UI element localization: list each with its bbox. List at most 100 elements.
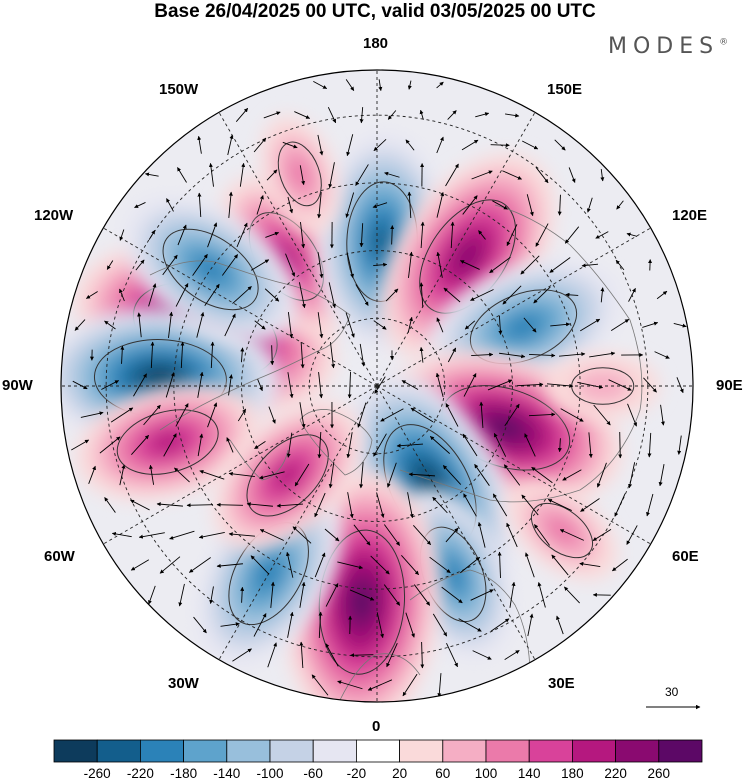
wind-vector-266 xyxy=(292,526,312,544)
wind-vector-322 xyxy=(527,613,534,637)
wind-vector-77 xyxy=(595,231,609,239)
wind-vector-256 xyxy=(547,499,572,511)
wind-vector-313 xyxy=(253,613,267,637)
wind-vector-81 xyxy=(162,254,178,276)
lon-label-30w: 30W xyxy=(168,675,199,692)
wind-vector-103 xyxy=(232,286,252,304)
wind-vector-164 xyxy=(228,374,233,396)
wind-vector-190 xyxy=(380,408,404,422)
wind-vector-234 xyxy=(474,463,490,486)
wind-vector-9 xyxy=(359,107,364,124)
wind-vector-326 xyxy=(299,641,304,669)
wind-vector-209 xyxy=(346,432,353,459)
wind-vector-114 xyxy=(565,292,579,297)
meridian-210 xyxy=(218,112,378,387)
wind-vector-229 xyxy=(328,462,335,489)
wind-vector-133 xyxy=(523,317,537,333)
wind-vector-104 xyxy=(264,288,280,302)
wind-vector-204 xyxy=(197,433,204,457)
wind-vector-20 xyxy=(346,134,354,157)
wind-vector-298 xyxy=(240,586,245,603)
meridian-30 xyxy=(376,385,536,660)
colorbar-swatch-11 xyxy=(528,739,573,763)
wind-vector-269 xyxy=(383,524,401,546)
wind-vector-147 xyxy=(330,342,336,369)
wind-vector-289 xyxy=(460,556,481,574)
wind-vector-22 xyxy=(405,139,415,151)
wind-vector-42 xyxy=(568,167,576,183)
wind-vector-90 xyxy=(436,251,443,278)
wind-vector-315 xyxy=(318,611,323,639)
wind-vector-89 xyxy=(408,251,414,278)
wind-vector-263 xyxy=(198,532,225,539)
map-border xyxy=(60,69,694,703)
wind-vector-325 xyxy=(267,642,277,668)
wind-vector-111 xyxy=(470,289,494,301)
graticule xyxy=(61,70,693,702)
wind-vector-46 xyxy=(197,192,202,218)
wind-vector-67 xyxy=(300,222,306,249)
lon-label-90w: 90W xyxy=(2,377,33,394)
wind-vector-121 xyxy=(168,311,174,338)
wind-vector-170 xyxy=(401,380,419,390)
wind-vector-185 xyxy=(237,408,247,422)
reference-vector-label: 30 xyxy=(665,685,679,699)
wind-vector-299 xyxy=(270,581,275,608)
wind-vector-145 xyxy=(270,345,275,366)
wind-vector-320 xyxy=(458,618,482,632)
wind-vector-232 xyxy=(408,472,436,477)
wind-vector-72 xyxy=(450,221,455,249)
wind-vector-293 xyxy=(579,561,601,567)
wind-vector-6 xyxy=(263,111,281,119)
wind-vector-211 xyxy=(396,443,423,448)
wind-vector-270 xyxy=(413,525,431,546)
colorbar-tick-label: -100 xyxy=(256,766,284,781)
wind-vector-261 xyxy=(138,532,165,539)
wind-vector-233 xyxy=(442,465,462,485)
wind-vector-215 xyxy=(524,433,536,457)
contour-13 xyxy=(246,434,329,517)
lon-label-30e: 30E xyxy=(548,675,575,692)
wind-vector-83 xyxy=(221,254,239,276)
colorbar-swatch-2 xyxy=(139,739,184,763)
meridian-150 xyxy=(376,112,536,387)
wind-vector-24 xyxy=(461,139,479,151)
wind-vector-119 xyxy=(104,320,116,330)
wind-vector-32 xyxy=(266,169,278,181)
wind-vector-251 xyxy=(407,492,414,519)
wind-vector-332 xyxy=(472,650,492,660)
wind-vector-47 xyxy=(228,191,233,218)
wind-vector-169 xyxy=(374,376,386,394)
wind-vector-219 xyxy=(647,432,652,458)
wind-vector-134 xyxy=(550,322,571,327)
wind-vector-198 xyxy=(627,403,637,427)
coastlines xyxy=(149,204,643,701)
contour-15 xyxy=(277,141,322,207)
wind-vector-336 xyxy=(367,679,393,691)
wind-vector-222 xyxy=(119,464,126,486)
wind-vector-186 xyxy=(268,406,276,424)
anomaly-field xyxy=(61,116,660,702)
colorbar xyxy=(53,739,703,763)
wind-vector-11 xyxy=(419,109,424,120)
wind-vector-10 xyxy=(387,110,397,120)
wind-vector-264 xyxy=(228,532,255,537)
wind-vector-202 xyxy=(131,434,149,456)
wind-vector-48 xyxy=(256,195,264,215)
wind-vector-245 xyxy=(216,502,244,507)
colorbar-tick-label: 140 xyxy=(517,766,541,781)
wind-vector-327 xyxy=(325,643,339,667)
wind-vector-279 xyxy=(159,556,181,574)
wind-vector-304 xyxy=(413,584,431,606)
wind-vector-271 xyxy=(445,527,459,543)
wind-vector-53 xyxy=(407,191,412,219)
wind-vector-66 xyxy=(265,231,280,238)
meridian-120 xyxy=(376,227,651,387)
wind-vector-52 xyxy=(372,202,388,209)
coastline-greenland xyxy=(299,409,373,476)
wind-vector-1 xyxy=(345,79,355,91)
wind-vector-123 xyxy=(224,313,236,337)
wind-vector-241 xyxy=(104,497,116,513)
wind-vector-64 xyxy=(207,222,218,248)
wind-vector-280 xyxy=(189,557,211,573)
